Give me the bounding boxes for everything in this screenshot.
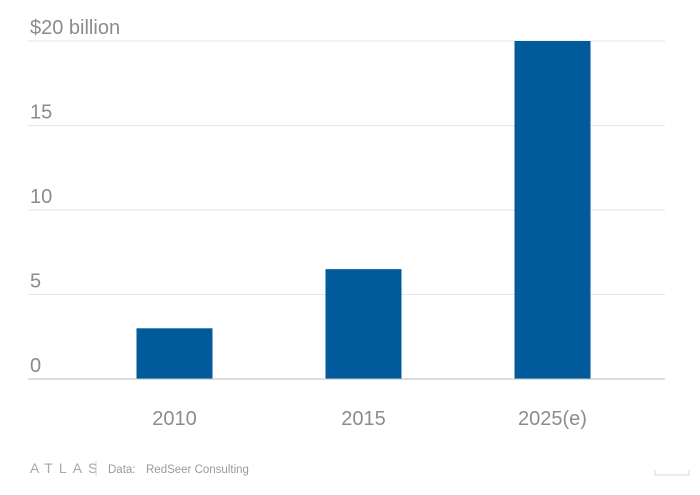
- y-tick-label: 10: [30, 186, 52, 208]
- y-tick-labels: 0 5 10 15 $20 billion: [30, 17, 120, 377]
- y-tick-label: 5: [30, 271, 41, 293]
- bar-2015: [325, 269, 402, 379]
- bar-2010: [136, 328, 213, 379]
- bar-2025(e): [514, 41, 591, 379]
- source-name: RedSeer Consulting: [146, 464, 249, 476]
- source-label: Data:: [108, 464, 136, 476]
- x-tick-label: 2015: [341, 408, 386, 430]
- y-tick-label: 15: [30, 102, 52, 124]
- y-tick-label: $20 billion: [30, 17, 120, 39]
- x-tick-labels: 2010 2015 2025(e): [152, 408, 587, 430]
- bars: [136, 41, 591, 379]
- x-tick-label: 2010: [152, 408, 197, 430]
- atlas-logo: ATLAS: [30, 460, 103, 476]
- embed-corner-icon: [654, 470, 690, 476]
- x-tick-label: 2025(e): [518, 408, 587, 430]
- y-tick-label: 0: [30, 355, 41, 377]
- footer: ATLAS Data: RedSeer Consulting: [30, 460, 690, 476]
